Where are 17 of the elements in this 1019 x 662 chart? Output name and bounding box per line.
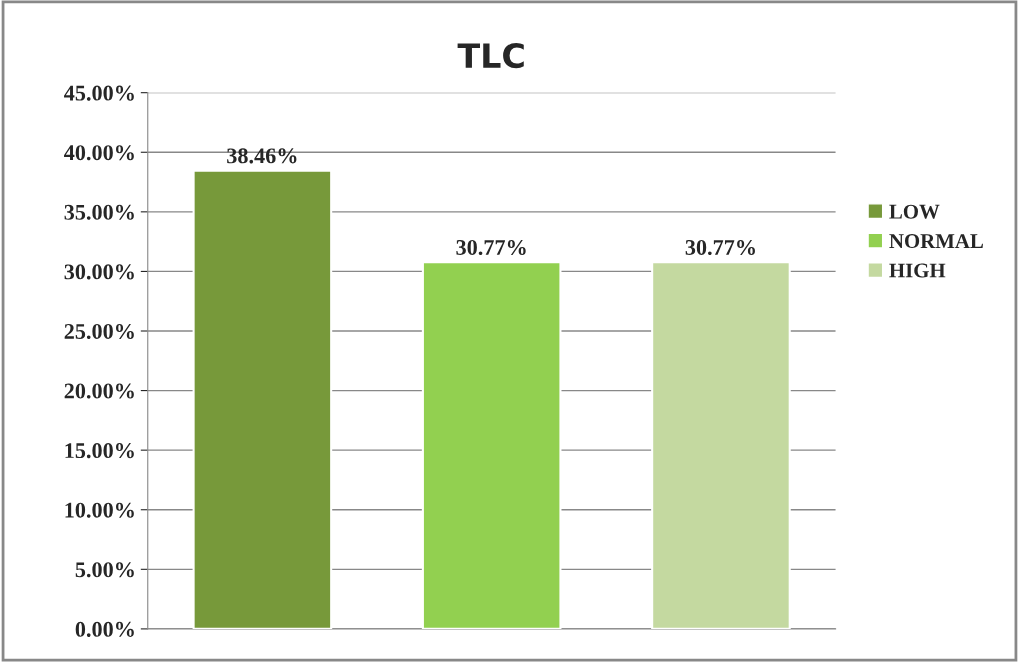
legend-label: LOW <box>889 204 940 219</box>
y-tick-label: 10.00% <box>65 502 134 518</box>
y-tick-label: 15.00% <box>65 443 134 459</box>
y-tick-label: 30.00% <box>64 264 134 280</box>
y-tick-label: 0.00% <box>75 621 134 637</box>
data-label: 30.77% <box>685 239 755 256</box>
data-label: 38.46% <box>227 148 297 164</box>
legend-label: HIGH <box>889 263 946 278</box>
y-tick-label: 35.00% <box>64 204 134 220</box>
chart-title: TLC <box>457 42 524 69</box>
y-tick-label: 45.00% <box>64 85 134 101</box>
y-tick-label: 40.00% <box>64 145 134 161</box>
data-label: 30.77% <box>456 239 526 256</box>
legend-label: NORMAL <box>889 234 983 249</box>
y-tick-label: 20.00% <box>64 383 134 399</box>
y-tick-label: 5.00% <box>75 562 134 578</box>
y-tick-label: 25.00% <box>64 323 134 340</box>
